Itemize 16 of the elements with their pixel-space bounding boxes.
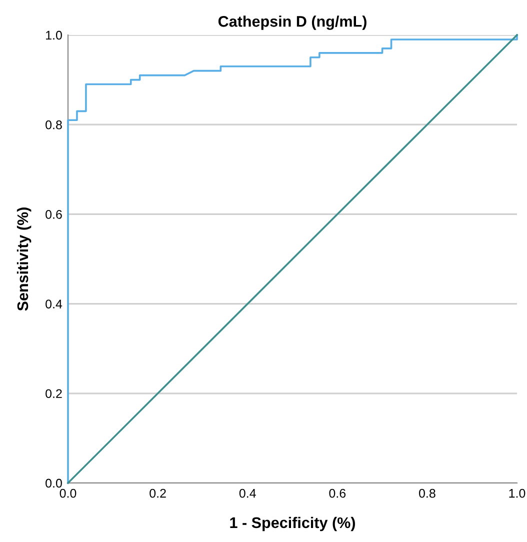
y-tick-label: 0.6 [46,210,62,219]
x-tick-label: 1.0 [509,488,526,498]
y-axis-title: Sensitivity (%) [16,208,32,311]
y-tick-label: 0.2 [46,389,62,398]
y-tick-label: 0.0 [46,478,62,488]
x-tick-label: 0.8 [419,488,436,498]
x-tick-label: 0.4 [239,488,256,498]
chart-title: Cathepsin D (ng/mL) [218,16,366,30]
line-series [67,34,518,484]
x-tick-label: 0.6 [329,488,346,498]
y-tick-label: 1.0 [46,30,62,40]
y-tick-label: 0.4 [46,300,62,308]
x-axis-title: 1 - Specificity (%) [230,516,355,532]
x-tick-label: 0.0 [60,488,76,498]
x-tick-label: 0.2 [150,488,166,498]
y-tick-label: 0.8 [46,120,62,130]
